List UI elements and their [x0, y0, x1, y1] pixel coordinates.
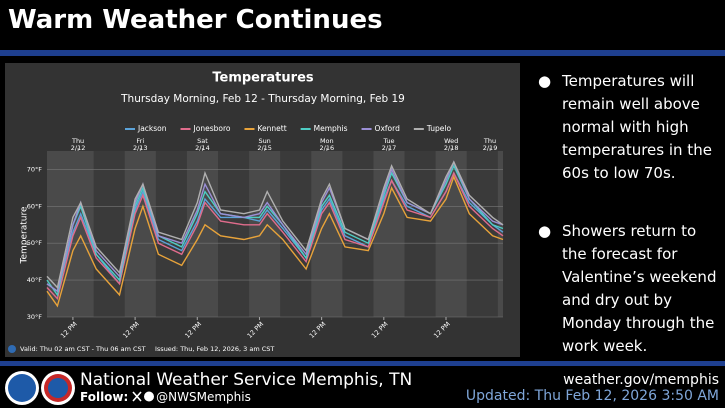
- handle: @NWSMemphis: [156, 390, 251, 404]
- day-date: 2/15: [257, 144, 272, 152]
- day-date: 2/12: [71, 144, 86, 152]
- header-stripe: [0, 50, 725, 56]
- night-band: [218, 151, 250, 317]
- chart-subtitle: Thursday Morning, Feb 12 - Thursday Morn…: [120, 93, 405, 105]
- day-label: Sun: [258, 137, 270, 145]
- x-icon: [132, 391, 142, 402]
- bullet: ● Showers return to the forecast for Vale…: [538, 220, 718, 358]
- legend-label: Tupelo: [426, 124, 452, 133]
- footer-stripe: [0, 361, 725, 366]
- valid-note: Valid: Thu 02 am CST - Thu 06 am CST: [20, 345, 146, 353]
- logos: [5, 371, 75, 405]
- day-date: 2/14: [195, 144, 210, 152]
- noaa-icon: [8, 345, 16, 353]
- legend-label: Oxford: [375, 124, 401, 133]
- issued-note: Issued: Thu, Feb 12, 2026, 3 am CST: [155, 345, 274, 353]
- day-label: Sat: [197, 137, 208, 145]
- legend-label: Jackson: [137, 124, 167, 133]
- y-axis-label: Temperature: [20, 206, 30, 264]
- night-band: [155, 151, 187, 317]
- day-date: 2/13: [133, 144, 148, 152]
- social-icons: [132, 391, 155, 402]
- day-date: 2/19: [483, 144, 498, 152]
- y-tick-label: 60°F: [27, 202, 43, 210]
- noaa-logo-inner: [8, 374, 36, 402]
- night-band: [404, 151, 436, 317]
- y-tick-label: 50°F: [27, 239, 43, 247]
- follow-line: Follow: @NWSMemphis: [80, 390, 251, 404]
- follow-label: Follow:: [80, 390, 129, 404]
- day-label: Thu: [71, 137, 84, 145]
- y-tick-label: 30°F: [27, 313, 43, 321]
- series-line: [46, 160, 504, 289]
- legend-label: Kennett: [257, 124, 286, 133]
- day-label: Tue: [382, 137, 394, 145]
- website: weather.gov/memphis: [563, 372, 719, 388]
- bullet: ● Temperatures will remain well above nor…: [538, 70, 718, 185]
- facebook-icon: [144, 391, 155, 402]
- bullet-text: Showers return to the forecast for Valen…: [562, 222, 717, 355]
- night-band: [93, 151, 125, 317]
- series-line: [46, 171, 504, 301]
- day-date: 2/16: [320, 144, 335, 152]
- day-date: 2/18: [444, 144, 459, 152]
- y-tick-label: 40°F: [27, 276, 43, 284]
- day-label: Fri: [136, 137, 144, 145]
- day-label: Mon: [320, 137, 334, 145]
- chart-title: Temperatures: [212, 71, 314, 86]
- night-band: [466, 151, 498, 317]
- chart: Temperatures Thursday Morning, Feb 12 - …: [5, 63, 520, 357]
- y-tick-label: 70°F: [27, 165, 43, 173]
- day-label: Wed: [444, 137, 458, 145]
- series-line: [46, 174, 504, 308]
- day-date: 2/17: [382, 144, 397, 152]
- office-name: National Weather Service Memphis, TN: [80, 370, 413, 390]
- updated-time: Updated: Thu Feb 12, 2026 3:50 AM: [465, 388, 719, 404]
- day-label: Thu: [483, 137, 496, 145]
- bullet-text: Temperatures will remain well above norm…: [562, 72, 712, 182]
- night-band: [280, 151, 312, 317]
- slide-title: Warm Weather Continues: [8, 5, 383, 35]
- legend-label: Jonesboro: [193, 124, 231, 133]
- legend-label: Memphis: [314, 124, 348, 133]
- nws-logo-inner: [48, 378, 68, 398]
